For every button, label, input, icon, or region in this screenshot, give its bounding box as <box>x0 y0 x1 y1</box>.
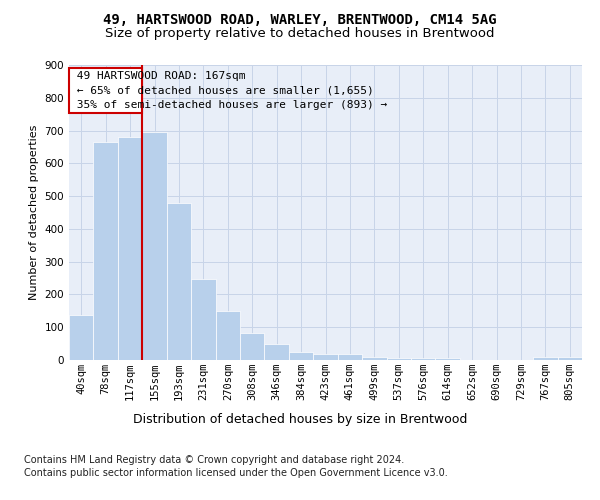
Text: Contains HM Land Registry data © Crown copyright and database right 2024.: Contains HM Land Registry data © Crown c… <box>24 455 404 465</box>
Bar <box>191 278 215 360</box>
Bar <box>94 142 118 360</box>
Bar <box>69 315 94 360</box>
Bar <box>215 312 240 360</box>
Text: Size of property relative to detached houses in Brentwood: Size of property relative to detached ho… <box>105 28 495 40</box>
Bar <box>289 352 313 360</box>
Bar <box>557 358 582 360</box>
Text: 49 HARTSWOOD ROAD: 167sqm
 ← 65% of detached houses are smaller (1,655)
 35% of : 49 HARTSWOOD ROAD: 167sqm ← 65% of detac… <box>70 70 388 110</box>
Bar <box>386 358 411 360</box>
Bar <box>533 358 557 360</box>
Bar <box>411 358 436 360</box>
Bar <box>118 137 142 360</box>
Bar <box>69 68 142 112</box>
Text: Distribution of detached houses by size in Brentwood: Distribution of detached houses by size … <box>133 412 467 426</box>
Bar <box>338 354 362 360</box>
Bar <box>362 356 386 360</box>
Text: Contains public sector information licensed under the Open Government Licence v3: Contains public sector information licen… <box>24 468 448 477</box>
Bar <box>142 132 167 360</box>
Bar <box>313 354 338 360</box>
Bar <box>240 333 265 360</box>
Bar <box>436 358 460 360</box>
Y-axis label: Number of detached properties: Number of detached properties <box>29 125 39 300</box>
Bar <box>265 344 289 360</box>
Bar <box>167 202 191 360</box>
Text: 49, HARTSWOOD ROAD, WARLEY, BRENTWOOD, CM14 5AG: 49, HARTSWOOD ROAD, WARLEY, BRENTWOOD, C… <box>103 12 497 26</box>
